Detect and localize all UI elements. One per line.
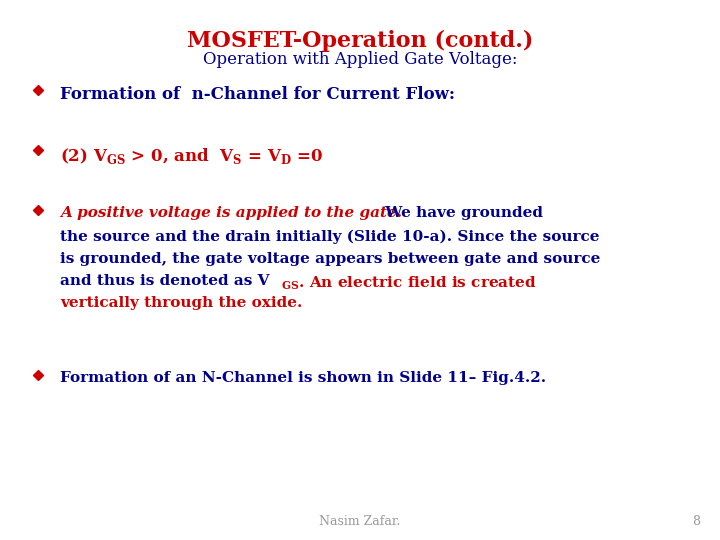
Text: $_{\mathregular{GS}}$. An electric field is created: $_{\mathregular{GS}}$. An electric field… (281, 274, 536, 292)
Text: Nasim Zafar.: Nasim Zafar. (319, 515, 401, 528)
Text: 8: 8 (692, 515, 700, 528)
Text: and thus is denoted as V: and thus is denoted as V (60, 274, 269, 288)
Text: is grounded, the gate voltage appears between gate and source: is grounded, the gate voltage appears be… (60, 252, 600, 266)
Text: (2) V$_{\mathregular{GS}}$ > 0, and  V$_{\mathregular{S}}$ = V$_{\mathregular{D}: (2) V$_{\mathregular{GS}}$ > 0, and V$_{… (60, 146, 323, 166)
Text: MOSFET-Operation (contd.): MOSFET-Operation (contd.) (186, 30, 534, 52)
Text: the source and the drain initially (Slide 10-a). Since the source: the source and the drain initially (Slid… (60, 230, 600, 245)
Text: vertically through the oxide.: vertically through the oxide. (60, 296, 302, 310)
Text: Formation of  n-Channel for Current Flow:: Formation of n-Channel for Current Flow: (60, 86, 455, 103)
Text: Formation of an N-Channel is shown in Slide 11– Fig.4.2.: Formation of an N-Channel is shown in Sl… (60, 371, 546, 385)
Text: Operation with Applied Gate Voltage:: Operation with Applied Gate Voltage: (203, 51, 517, 68)
Text: A positive voltage is applied to the gate.: A positive voltage is applied to the gat… (60, 206, 402, 220)
Text: We have grounded: We have grounded (380, 206, 543, 220)
